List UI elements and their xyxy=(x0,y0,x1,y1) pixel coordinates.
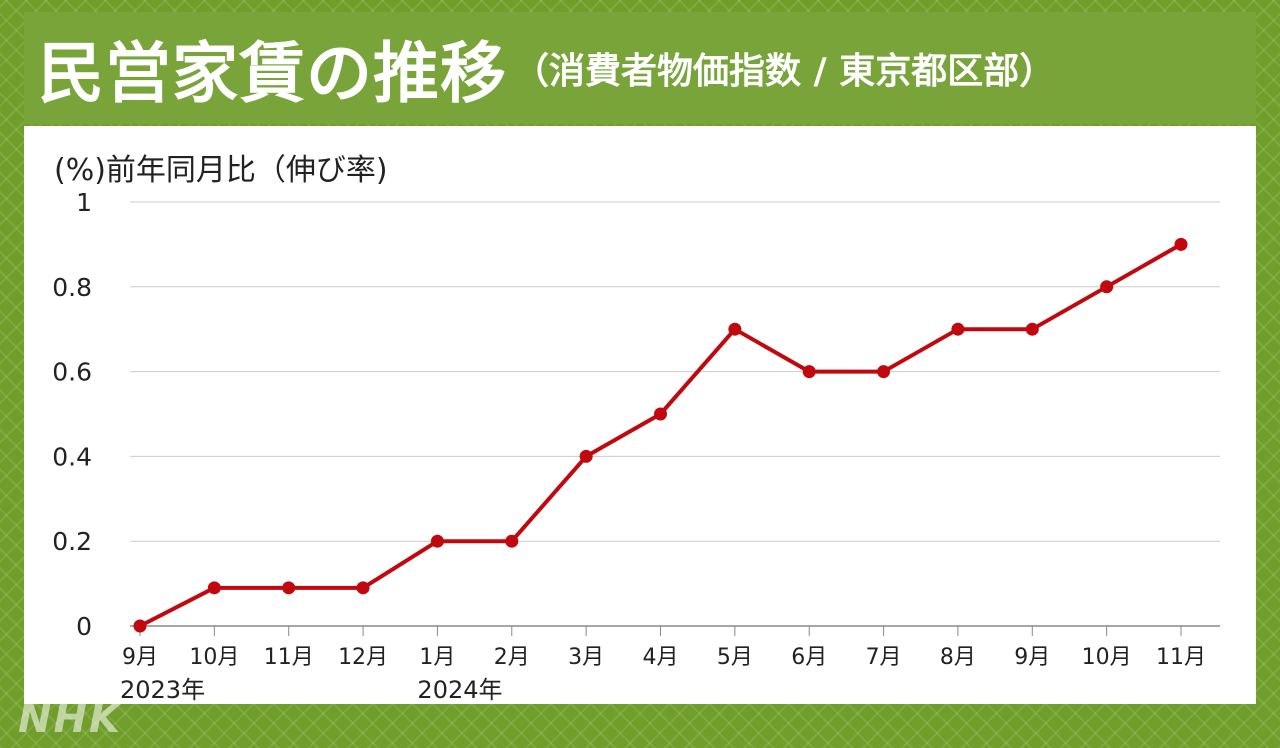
data-point xyxy=(282,581,296,595)
y-tick-label: 0 xyxy=(76,612,92,641)
y-tick-label: 0.8 xyxy=(52,273,92,302)
x-tick-label: 12月 xyxy=(338,645,388,670)
data-point xyxy=(579,449,593,463)
data-point xyxy=(356,581,370,595)
year-label: 2023年 xyxy=(120,676,205,704)
x-tick-label: 9月 xyxy=(1014,645,1050,670)
data-point xyxy=(1100,280,1114,294)
nhk-logo: NHK xyxy=(18,696,122,742)
x-tick-label: 9月 xyxy=(122,645,158,670)
y-tick-label: 1 xyxy=(76,188,92,217)
data-point xyxy=(654,407,667,421)
x-tick-label: 11月 xyxy=(264,645,314,670)
line-chart: (%)前年同月比（伸び率) 0 0.2 0.4 0.6 0.8 1 9月 10月 11月 12月 1月… xyxy=(52,153,1220,704)
year-label: 2024年 xyxy=(417,676,502,704)
data-point xyxy=(728,322,742,336)
data-point xyxy=(1025,322,1039,336)
data-point xyxy=(505,534,519,548)
data-point xyxy=(133,619,147,633)
x-tick-label: 10月 xyxy=(189,645,239,670)
data-point xyxy=(207,581,221,595)
data-point xyxy=(802,365,816,379)
x-tick-label: 3月 xyxy=(568,645,604,670)
chart-panel: (%)前年同月比（伸び率) 0 0.2 0.4 0.6 0.8 1 9月 10月 11月 12月 1月… xyxy=(24,126,1256,704)
x-tick-label: 11月 xyxy=(1156,645,1206,670)
data-point xyxy=(877,365,891,379)
x-tick-label: 1月 xyxy=(419,645,455,670)
x-tick-label: 6月 xyxy=(791,645,827,670)
x-tick-label: 5月 xyxy=(717,645,753,670)
data-point xyxy=(430,534,444,548)
x-tick-label: 10月 xyxy=(1082,645,1132,670)
x-tick-label: 4月 xyxy=(643,645,679,670)
x-tick-label: 8月 xyxy=(940,645,976,670)
y-tick-label: 0.2 xyxy=(52,527,92,556)
chart-subtitle: （消費者物価指数 / 東京都区部） xyxy=(513,51,1056,92)
x-tick-label: 2月 xyxy=(494,645,530,670)
data-point xyxy=(1174,237,1188,251)
series-line xyxy=(139,242,1182,628)
title-bar: 民営家賃の推移 （消費者物価指数 / 東京都区部） xyxy=(24,12,1256,124)
y-tick-label: 0.6 xyxy=(52,358,92,387)
y-axis-label: (%)前年同月比（伸び率) xyxy=(54,153,388,188)
x-tick-label: 7月 xyxy=(866,645,902,670)
chart-title: 民営家賃の推移 xyxy=(38,35,507,112)
y-tick-label: 0.4 xyxy=(52,442,92,471)
data-point xyxy=(951,322,965,336)
